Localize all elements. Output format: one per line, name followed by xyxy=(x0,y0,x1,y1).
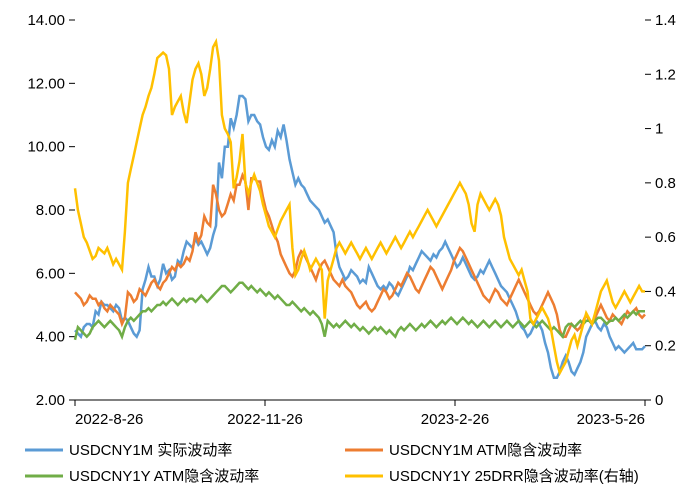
y-right-tick-label: 0.6 xyxy=(655,229,676,246)
y-left-tick-label: 14.00 xyxy=(27,12,65,29)
legend-label: USDCNY1Y 25DRR隐含波动率(右轴) xyxy=(389,468,639,485)
y-right-tick-label: 0.2 xyxy=(655,338,676,355)
legend-label: USDCNY1M ATM隐含波动率 xyxy=(389,442,582,459)
y-left-tick-label: 8.00 xyxy=(36,202,65,219)
legend-label: USDCNY1M 实际波动率 xyxy=(69,442,232,459)
x-tick-label: 2022-8-26 xyxy=(75,411,143,428)
chart-container: 2.00 4.00 6.00 8.00 10.00 12.00 14.00 0 0.2 0.4 0.… xyxy=(0,0,700,500)
y-left-tick-label: 12.00 xyxy=(27,75,65,92)
y-left-tick-label: 4.00 xyxy=(36,329,65,346)
y-left-tick-label: 2.00 xyxy=(36,392,65,409)
x-tick-label: 2022-11-26 xyxy=(227,411,303,428)
y-left-tick-label: 6.00 xyxy=(36,265,65,282)
y-left-tick-label: 10.00 xyxy=(27,139,65,156)
y-right-tick-label: 0 xyxy=(655,392,663,409)
legend-label: USDCNY1Y ATM隐含波动率 xyxy=(69,468,259,485)
x-tick-label: 2023-5-26 xyxy=(577,411,645,428)
y-right-tick-label: 1.4 xyxy=(655,12,676,29)
y-right-tick-label: 1.2 xyxy=(655,66,676,83)
x-tick-label: 2023-2-26 xyxy=(421,411,489,428)
series-s1 xyxy=(75,96,645,378)
chart-svg: 2.00 4.00 6.00 8.00 10.00 12.00 14.00 0 0.2 0.4 0.… xyxy=(0,0,700,500)
y-right-tick-label: 1 xyxy=(655,121,663,138)
y-right-tick-label: 0.4 xyxy=(655,283,676,300)
series-s2 xyxy=(75,175,645,337)
y-right-tick-label: 0.8 xyxy=(655,175,676,192)
